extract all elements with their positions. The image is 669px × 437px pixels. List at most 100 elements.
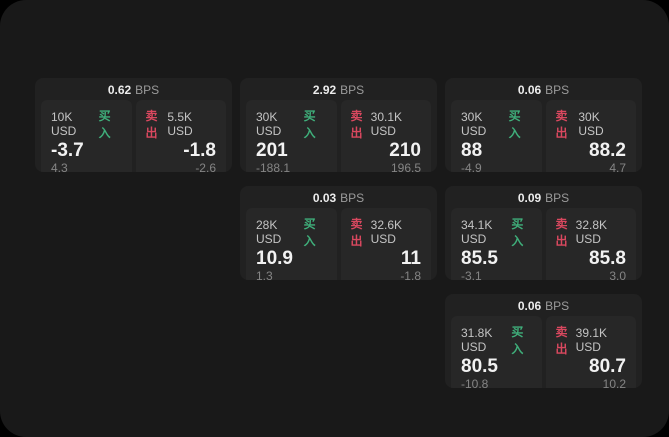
sell-skew: -2.6 (195, 161, 216, 172)
buy-tile-top-row: 28K USD 买入 (256, 215, 327, 249)
sell-price: 210 (389, 140, 421, 161)
spread-unit-label: BPS (545, 190, 570, 205)
sell-skew: 3.0 (609, 269, 626, 280)
spread-value: 0.06 (517, 298, 542, 313)
quote-card-body: 30K USD 买入 201 -188.1 卖出 30.1K USD 210 1… (240, 98, 437, 172)
buy-tag: 买入 (508, 109, 521, 140)
spread-value: 0.62 (107, 82, 132, 97)
sell-price: 85.8 (589, 248, 626, 269)
spread-header: 2.92 BPS (240, 78, 437, 98)
buy-size: 10K USD (51, 110, 77, 138)
buy-price: 85.5 (461, 248, 498, 269)
buy-price: 10.9 (256, 248, 293, 269)
quote-card-0: 0.62 BPS 10K USD 买入 -3.7 4.3 卖出 5.5K USD (35, 78, 232, 172)
buy-size: 28K USD (256, 218, 282, 246)
buy-tile[interactable]: 31.8K USD 买入 80.5 -10.8 (451, 316, 542, 388)
spread-unit-label: BPS (135, 82, 160, 97)
buy-price: 80.5 (461, 356, 498, 377)
spread-header: 0.06 BPS (445, 294, 642, 314)
sell-tile[interactable]: 卖出 30.1K USD 210 196.5 (340, 100, 431, 172)
buy-price: 201 (256, 140, 288, 161)
buy-size: 30K USD (461, 110, 487, 138)
quote-card-body: 30K USD 买入 88 -4.9 卖出 30K USD 88.2 4.7 (445, 98, 642, 172)
sell-tag: 卖出 (555, 325, 568, 356)
buy-price: 88 (461, 140, 483, 161)
sell-tile[interactable]: 卖出 39.1K USD 80.7 10.2 (545, 316, 636, 388)
spread-unit-label: BPS (545, 298, 570, 313)
buy-skew: -4.9 (461, 161, 482, 172)
buy-tile[interactable]: 30K USD 买入 88 -4.9 (451, 100, 542, 172)
sell-tile-top-row: 卖出 30.1K USD (351, 107, 422, 141)
sell-price: -1.8 (183, 140, 216, 161)
quote-card-grid: 0.62 BPS 10K USD 买入 -3.7 4.3 卖出 5.5K USD (35, 78, 642, 388)
buy-tag: 买入 (511, 325, 524, 356)
buy-tile[interactable]: 28K USD 买入 10.9 1.3 (246, 208, 337, 280)
sell-tag: 卖出 (555, 109, 568, 140)
spread-header: 0.03 BPS (240, 186, 437, 206)
sell-size: 32.6K USD (370, 218, 402, 246)
sell-skew: 196.5 (390, 161, 421, 172)
spread-value: 0.03 (312, 190, 337, 205)
buy-tile[interactable]: 10K USD 买入 -3.7 4.3 (41, 100, 132, 172)
sell-size: 39.1K USD (575, 326, 607, 354)
sell-tile-top-row: 卖出 30K USD (556, 107, 627, 141)
buy-tile-top-row: 34.1K USD 买入 (461, 215, 532, 249)
buy-tile[interactable]: 34.1K USD 买入 85.5 -3.1 (451, 208, 542, 280)
buy-tag: 买入 (98, 109, 111, 140)
buy-size: 30K USD (256, 110, 282, 138)
spread-header: 0.62 BPS (35, 78, 232, 98)
sell-tile[interactable]: 卖出 32.8K USD 85.8 3.0 (545, 208, 636, 280)
spread-unit-label: BPS (545, 82, 570, 97)
spread-unit-label: BPS (340, 82, 365, 97)
buy-size: 34.1K USD (461, 218, 493, 246)
buy-skew: -188.1 (256, 161, 291, 172)
sell-price: 11 (400, 248, 421, 269)
buy-tile[interactable]: 30K USD 买入 201 -188.1 (246, 100, 337, 172)
sell-skew: 4.7 (609, 161, 626, 172)
sell-size: 32.8K USD (575, 218, 607, 246)
quote-card-1: 2.92 BPS 30K USD 买入 201 -188.1 卖出 30.1K … (240, 78, 437, 172)
buy-tag: 买入 (303, 109, 316, 140)
sell-price: 88.2 (589, 140, 626, 161)
quote-card-body: 28K USD 买入 10.9 1.3 卖出 32.6K USD 11 -1.8 (240, 206, 437, 280)
quote-card-body: 34.1K USD 买入 85.5 -3.1 卖出 32.8K USD 85.8… (445, 206, 642, 280)
buy-skew: 1.3 (256, 269, 273, 280)
buy-tag: 买入 (511, 217, 524, 248)
sell-price: 80.7 (589, 356, 626, 377)
sell-tile[interactable]: 卖出 30K USD 88.2 4.7 (545, 100, 636, 172)
buy-tile-top-row: 31.8K USD 买入 (461, 323, 532, 357)
buy-tag: 买入 (303, 217, 316, 248)
sell-tag: 卖出 (145, 109, 158, 140)
sell-size: 5.5K USD (167, 110, 193, 138)
sell-tile[interactable]: 卖出 5.5K USD -1.8 -2.6 (135, 100, 226, 172)
quote-card-body: 10K USD 买入 -3.7 4.3 卖出 5.5K USD -1.8 -2.… (35, 98, 232, 172)
sell-size: 30.1K USD (370, 110, 402, 138)
buy-price: -3.7 (51, 140, 84, 161)
quote-card-3: 0.03 BPS 28K USD 买入 10.9 1.3 卖出 32.6K US… (240, 186, 437, 280)
quote-card-4: 0.09 BPS 34.1K USD 买入 85.5 -3.1 卖出 32.8K… (445, 186, 642, 280)
spread-value: 0.06 (517, 82, 542, 97)
buy-tile-top-row: 30K USD 买入 (461, 107, 532, 141)
sell-tag: 卖出 (350, 109, 363, 140)
spread-value: 2.92 (312, 82, 337, 97)
buy-size: 31.8K USD (461, 326, 493, 354)
sell-skew: -1.8 (400, 269, 421, 280)
quote-card-2: 0.06 BPS 30K USD 买入 88 -4.9 卖出 30K USD (445, 78, 642, 172)
sell-skew: 10.2 (602, 377, 626, 388)
sell-tile-top-row: 卖出 32.6K USD (351, 215, 422, 249)
spread-unit-label: BPS (340, 190, 365, 205)
sell-tile[interactable]: 卖出 32.6K USD 11 -1.8 (340, 208, 431, 280)
sell-tile-top-row: 卖出 39.1K USD (556, 323, 627, 357)
quote-card-body: 31.8K USD 买入 80.5 -10.8 卖出 39.1K USD 80.… (445, 314, 642, 388)
spread-header: 0.06 BPS (445, 78, 642, 98)
sell-tag: 卖出 (555, 217, 568, 248)
sell-tile-top-row: 卖出 5.5K USD (146, 107, 217, 141)
buy-skew: -3.1 (461, 269, 482, 280)
spread-header: 0.09 BPS (445, 186, 642, 206)
spread-value: 0.09 (517, 190, 542, 205)
sell-tile-top-row: 卖出 32.8K USD (556, 215, 627, 249)
buy-skew: 4.3 (51, 161, 68, 172)
quote-card-5: 0.06 BPS 31.8K USD 买入 80.5 -10.8 卖出 39.1… (445, 294, 642, 388)
buy-tile-top-row: 30K USD 买入 (256, 107, 327, 141)
